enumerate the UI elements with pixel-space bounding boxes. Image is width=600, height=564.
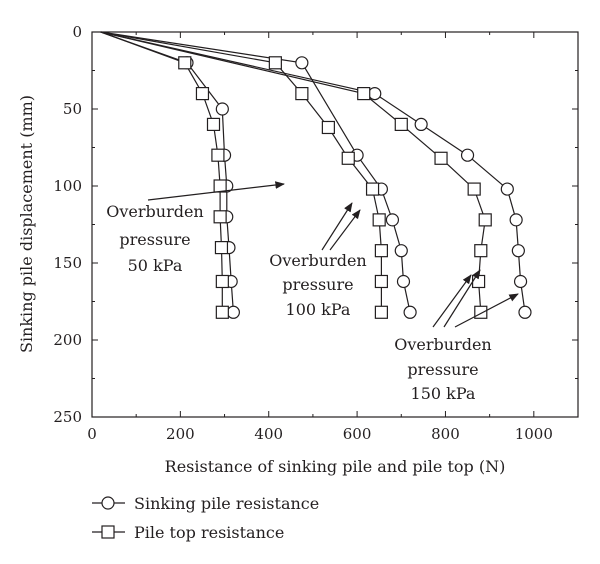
data-series — [100, 31, 532, 319]
data-point-square — [321, 120, 335, 135]
legend-item-pile-top: Pile top resistance — [92, 523, 284, 542]
annotation-50kpa-line-2: pressure — [119, 230, 190, 249]
data-point-square — [434, 151, 448, 165]
data-point-circle — [509, 213, 523, 227]
legend-item-sinking-pile: Sinking pile resistance — [92, 494, 319, 513]
y-axis-title: Sinking pile displacement (mm) — [17, 95, 36, 353]
annotation-100kpa: Overburden pressure 100 kPa — [269, 251, 366, 319]
data-point-square — [268, 56, 282, 70]
data-point-square — [374, 244, 388, 258]
annotation-50kpa-line-3: 50 kPa — [128, 256, 183, 275]
annotation-arrow — [329, 209, 361, 251]
data-point-square — [471, 274, 486, 289]
series-circle-100kpa — [100, 31, 417, 319]
x-tick-label: 200 — [166, 425, 195, 443]
y-tick-label: 150 — [53, 254, 82, 272]
data-point-square — [467, 182, 481, 196]
annotation-100kpa-line-2: pressure — [282, 275, 353, 294]
annotation-100kpa-line-3: 100 kPa — [286, 300, 351, 319]
annotation-150kpa-line-2: pressure — [407, 360, 478, 379]
data-point-square — [372, 213, 386, 227]
data-point-circle — [226, 305, 240, 319]
annotation-150kpa: Overburden pressure 150 kPa — [394, 335, 491, 403]
x-tick-label: 0 — [87, 425, 97, 443]
legend: Sinking pile resistance Pile top resista… — [92, 494, 319, 542]
data-point-square — [213, 210, 227, 224]
annotation-150kpa-line-3: 150 kPa — [411, 384, 476, 403]
data-point-circle — [215, 102, 229, 116]
y-tick-label: 200 — [53, 331, 82, 349]
axis-ticks: 0 200 400 600 800 1000 0 50 100 150 200 250 — [53, 23, 579, 443]
data-point-square — [195, 86, 210, 101]
y-tick-label: 0 — [72, 23, 82, 41]
data-point-square — [365, 182, 380, 196]
plot-frame — [91, 31, 579, 418]
annotation-arrow — [443, 269, 481, 328]
data-point-circle — [295, 56, 309, 70]
data-point-circle — [513, 274, 528, 289]
data-point-circle — [500, 182, 514, 196]
x-tick-label: 400 — [254, 425, 283, 443]
data-point-square — [214, 241, 229, 255]
data-point-square — [295, 86, 309, 101]
data-point-circle — [385, 213, 400, 227]
annotation-100kpa-line-1: Overburden — [269, 251, 366, 270]
series-line — [100, 31, 382, 313]
data-point-circle — [460, 148, 475, 162]
legend-label-sinking-pile: Sinking pile resistance — [134, 494, 319, 513]
data-point-square — [341, 151, 355, 165]
data-point-circle — [414, 117, 428, 132]
y-tick-label: 250 — [53, 408, 82, 426]
data-point-square — [215, 274, 229, 289]
data-point-circle — [511, 244, 525, 258]
legend-label-pile-top: Pile top resistance — [134, 523, 284, 542]
data-point-circle — [403, 305, 417, 319]
data-point-square — [474, 305, 488, 319]
data-point-square — [474, 244, 488, 258]
x-axis-title: Resistance of sinking pile and pile top … — [165, 457, 506, 476]
data-point-square — [394, 117, 408, 132]
series-square-50kpa — [100, 31, 229, 319]
series-square-100kpa — [100, 31, 388, 319]
data-point-circle — [394, 244, 408, 258]
annotation-50kpa: Overburden pressure 50 kPa — [106, 202, 203, 275]
data-point-square — [215, 305, 229, 319]
data-point-square — [178, 56, 192, 70]
annotation-arrow — [147, 181, 285, 201]
data-point-square — [206, 117, 221, 132]
series-line — [100, 31, 223, 313]
annotation-arrow — [321, 202, 353, 251]
y-tick-label: 50 — [63, 100, 82, 118]
data-point-square — [211, 148, 225, 162]
annotation-50kpa-line-1: Overburden — [106, 202, 203, 221]
data-point-circle — [518, 305, 532, 319]
legend-circle-marker — [101, 496, 115, 510]
data-point-square — [374, 305, 388, 319]
series-circle-150kpa — [100, 31, 532, 319]
data-point-square — [478, 213, 492, 227]
annotation-150kpa-line-1: Overburden — [394, 335, 491, 354]
data-point-square — [357, 86, 371, 101]
y-tick-label: 100 — [53, 177, 82, 195]
x-tick-label: 800 — [431, 425, 460, 443]
data-point-square — [213, 179, 227, 193]
data-point-circle — [396, 274, 411, 289]
data-point-square — [374, 274, 388, 289]
x-tick-label: 600 — [343, 425, 372, 443]
annotation-arrows — [147, 181, 519, 328]
annotation-arrow — [454, 293, 519, 328]
annotation-arrow — [432, 274, 472, 328]
legend-square-marker — [101, 525, 115, 539]
data-point-circle — [368, 86, 382, 101]
x-tick-label: 1000 — [515, 425, 553, 443]
